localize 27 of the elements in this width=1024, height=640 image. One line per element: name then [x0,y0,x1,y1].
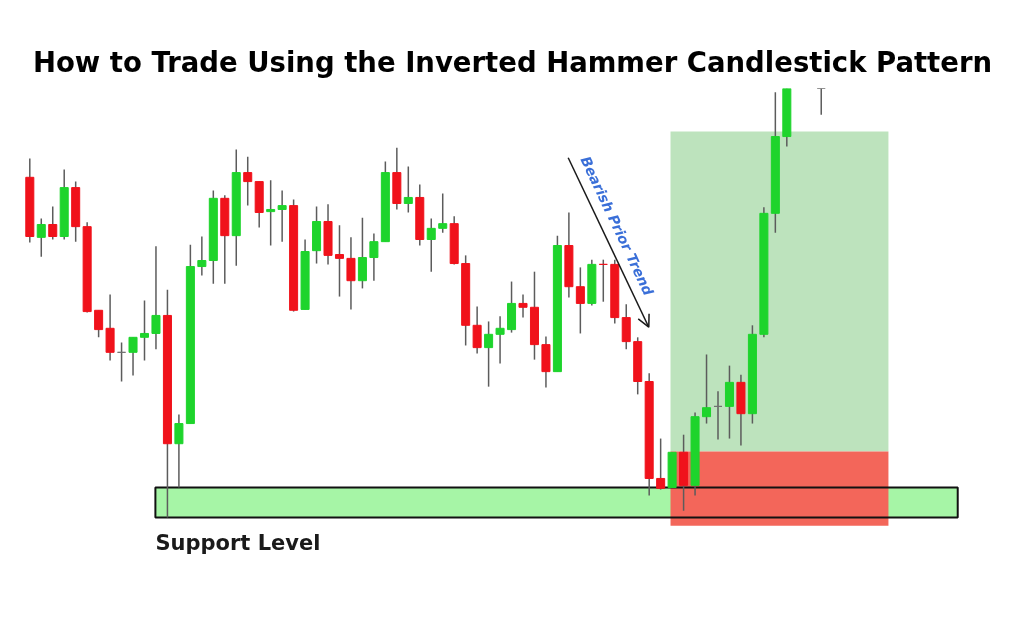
candlestick [151,245,161,351]
candlestick [472,305,482,355]
candlestick [94,309,104,339]
candlestick [197,235,207,277]
candlestick [174,413,184,489]
candlestick [266,179,276,247]
candlestick [484,320,494,388]
candlestick [656,437,666,491]
candlestick [139,299,150,362]
candlestick [702,353,712,425]
candlestick [357,216,367,290]
candlestick [403,165,413,214]
candlestick [369,232,379,282]
candlestick [438,192,448,234]
candlestick [334,224,344,298]
candlestick [495,315,505,365]
candlestick [518,293,528,319]
candlestick [426,217,436,273]
chart-title: How to Trade Using the Inverted Hammer Candlestick Pattern [32,45,993,78]
candlestick [346,236,356,311]
candlestick [277,189,287,243]
candlestick [36,217,46,258]
band-label: Support Level [155,530,321,555]
candlestick [128,336,138,377]
candlestick [243,155,253,207]
candlestick [48,205,58,241]
candlestick [575,266,585,335]
